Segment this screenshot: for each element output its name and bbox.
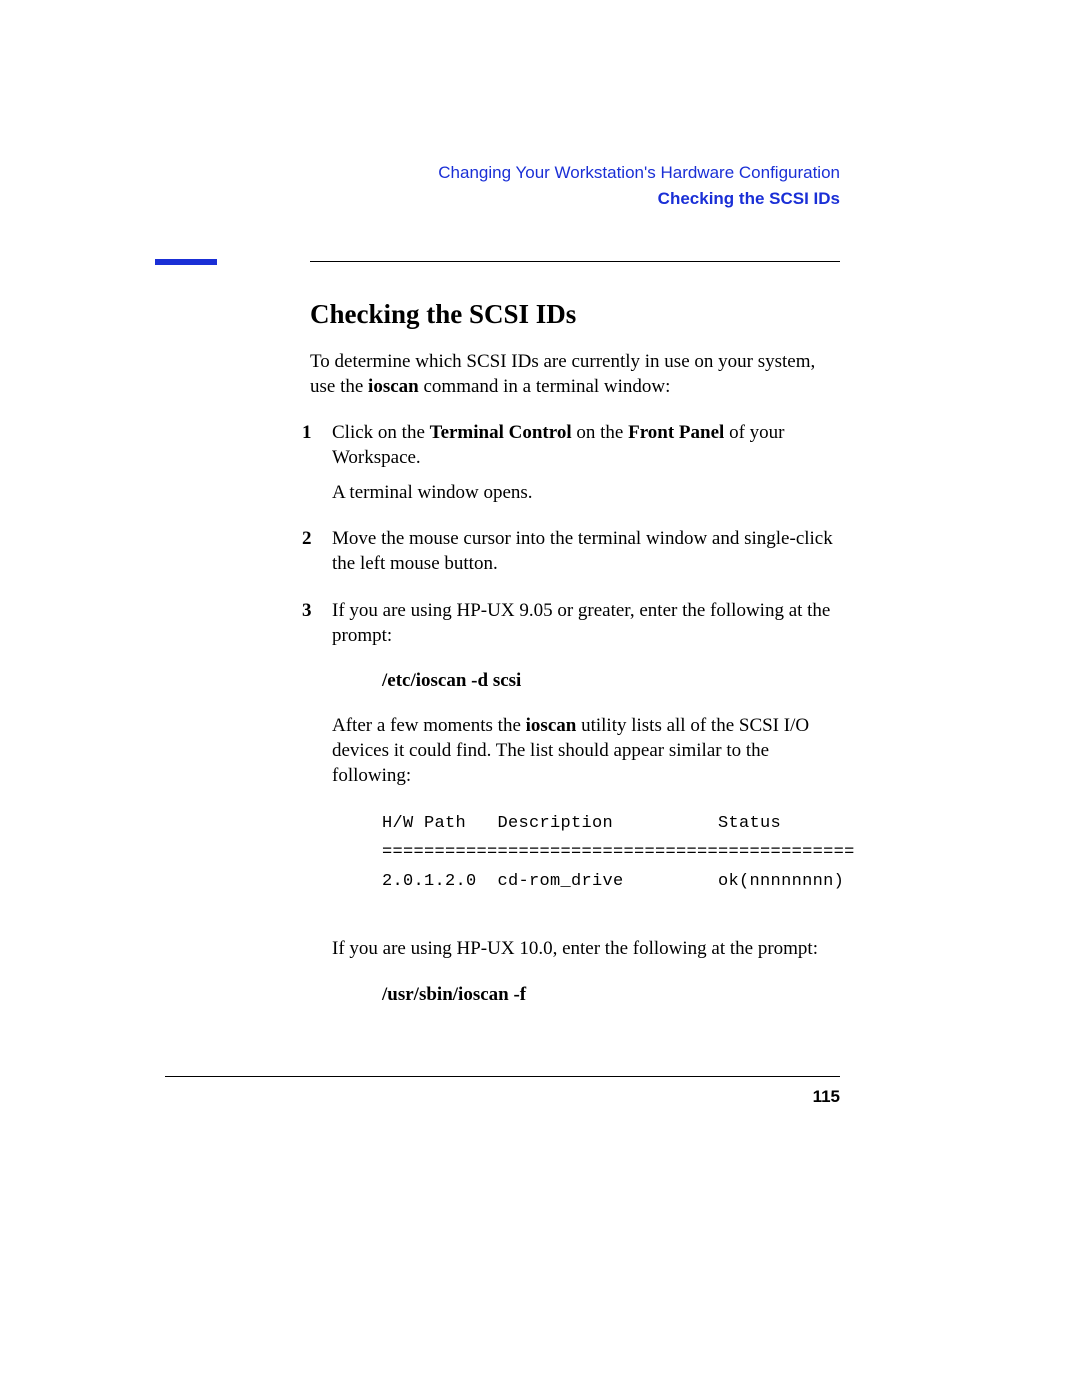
section-rule [310,259,840,265]
section-heading: Checking the SCSI IDs [310,299,840,330]
step-1-sub: A terminal window opens. [332,481,840,506]
step-3: If you are using HP-UX 9.05 or greater, … [310,599,840,648]
after-text-a: After a few moments the [332,715,526,736]
after-command-paragraph: After a few moments the ioscan utility l… [332,714,840,788]
step-2: Move the mouse cursor into the terminal … [310,527,840,576]
document-page: Changing Your Workstation's Hardware Con… [0,0,1080,1397]
step-1-bold-d: Front Panel [628,422,724,443]
chapter-title: Changing Your Workstation's Hardware Con… [310,160,840,186]
after-bold-b: ioscan [526,715,577,736]
step-2-text: Move the mouse cursor into the terminal … [332,528,833,574]
page-number: 115 [813,1087,840,1107]
horizontal-rule [310,261,840,262]
intro-text-post: command in a terminal window: [419,376,671,397]
page-header: Changing Your Workstation's Hardware Con… [310,160,840,211]
step-1-bold-b: Terminal Control [430,422,572,443]
step-1-text-c: on the [572,422,628,443]
step-1-text-a: Click on the [332,422,430,443]
steps-list: Click on the Terminal Control on the Fro… [310,421,840,648]
step-3-text: If you are using HP-UX 9.05 or greater, … [332,600,830,646]
post-paragraph: If you are using HP-UX 10.0, enter the f… [332,937,840,962]
command-2: /usr/sbin/ioscan -f [382,984,840,1006]
section-breadcrumb: Checking the SCSI IDs [310,186,840,212]
intro-paragraph: To determine which SCSI IDs are currentl… [310,350,840,399]
command-1: /etc/ioscan -d scsi [382,670,840,692]
intro-command: ioscan [368,376,419,397]
code-output: H/W Path Description Status ============… [382,810,840,897]
footer-rule [165,1076,840,1077]
step-1: Click on the Terminal Control on the Fro… [310,421,840,505]
accent-bar [155,259,217,265]
